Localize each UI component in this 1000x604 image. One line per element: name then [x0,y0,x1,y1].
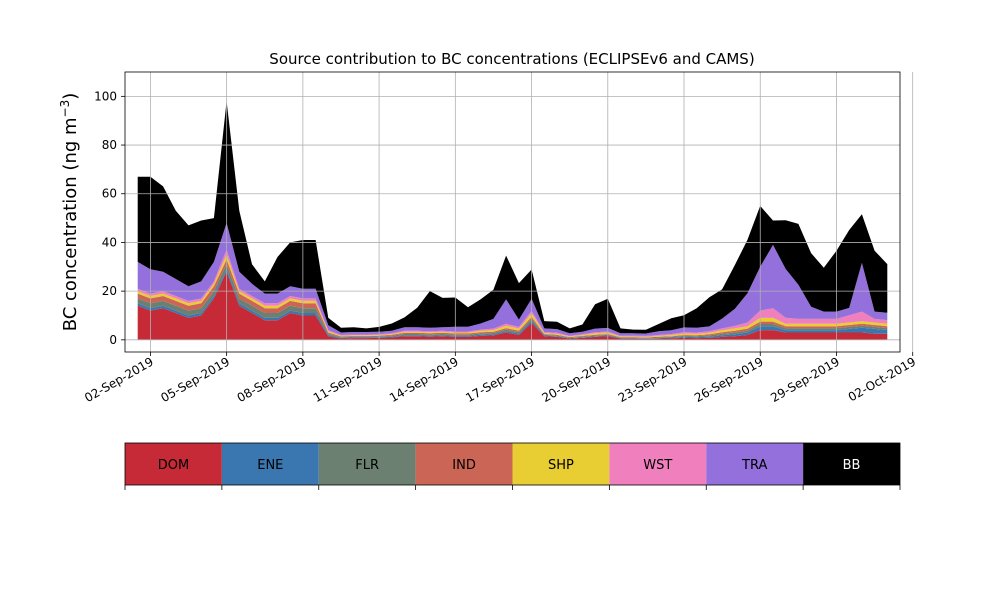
colorbar-label-wst: WST [643,458,672,473]
colorbar-label-tra: TRA [741,458,767,473]
x-tick-label: 08-Sep-2019 [235,354,309,405]
colorbar-label-ind: IND [452,458,476,473]
colorbar-swatch-dom [125,443,222,485]
area-series-ene [137,269,888,339]
x-tick-label: 20-Sep-2019 [540,354,614,405]
area-series-tra [137,223,888,336]
x-tick-label: 02-Oct-2019 [846,354,918,404]
x-tick-label: 26-Sep-2019 [692,354,766,405]
area-series-dom [137,271,888,340]
colorbar-label-shp: SHP [548,458,574,473]
y-tick-label: 100 [94,89,117,103]
x-tick-label: 14-Sep-2019 [387,354,461,405]
y-axis-label: BC concentration (ng m−3) [58,93,81,332]
colorbar-swatch-tra [706,443,804,485]
x-tick-label: 17-Sep-2019 [463,354,537,405]
colorbar-swatch-shp [512,443,610,485]
colorbar-label-flr: FLR [355,458,379,473]
y-tick-label: 0 [109,333,117,347]
colorbar-swatch-ind [415,443,513,485]
colorbar: DOM ENE FLR IND SHP WST TRA BB [124,442,901,490]
y-tick-label: 40 [102,235,117,249]
chart-title: Source contribution to BC concentrations… [269,50,754,68]
area-series-bb [137,101,888,334]
y-tick-label: 20 [102,284,117,298]
colorbar-label-bb: BB [843,458,861,473]
colorbar-swatch-ene [221,443,319,485]
colorbar-label-ene: ENE [257,458,283,473]
plot-frame [124,71,901,353]
x-tick-label: 05-Sep-2019 [158,354,232,405]
colorbar-swatch-bb [803,443,900,485]
x-tick-label: 23-Sep-2019 [616,354,690,405]
colorbar-swatch-flr [318,443,416,485]
colorbar-label-dom: DOM [158,458,189,473]
plot-area: 0 20 40 60 80 100 02-Sep-2019 05-Sep-2019 08-Sep… [82,71,918,405]
x-tick-label: 11-Sep-2019 [311,354,385,405]
colorbar-swatch-wst [609,443,707,485]
y-tick-label: 60 [102,187,117,201]
y-tick-label: 80 [102,138,117,152]
x-tick-label: 02-Sep-2019 [82,354,156,405]
x-tick-label: 29-Sep-2019 [768,354,842,405]
